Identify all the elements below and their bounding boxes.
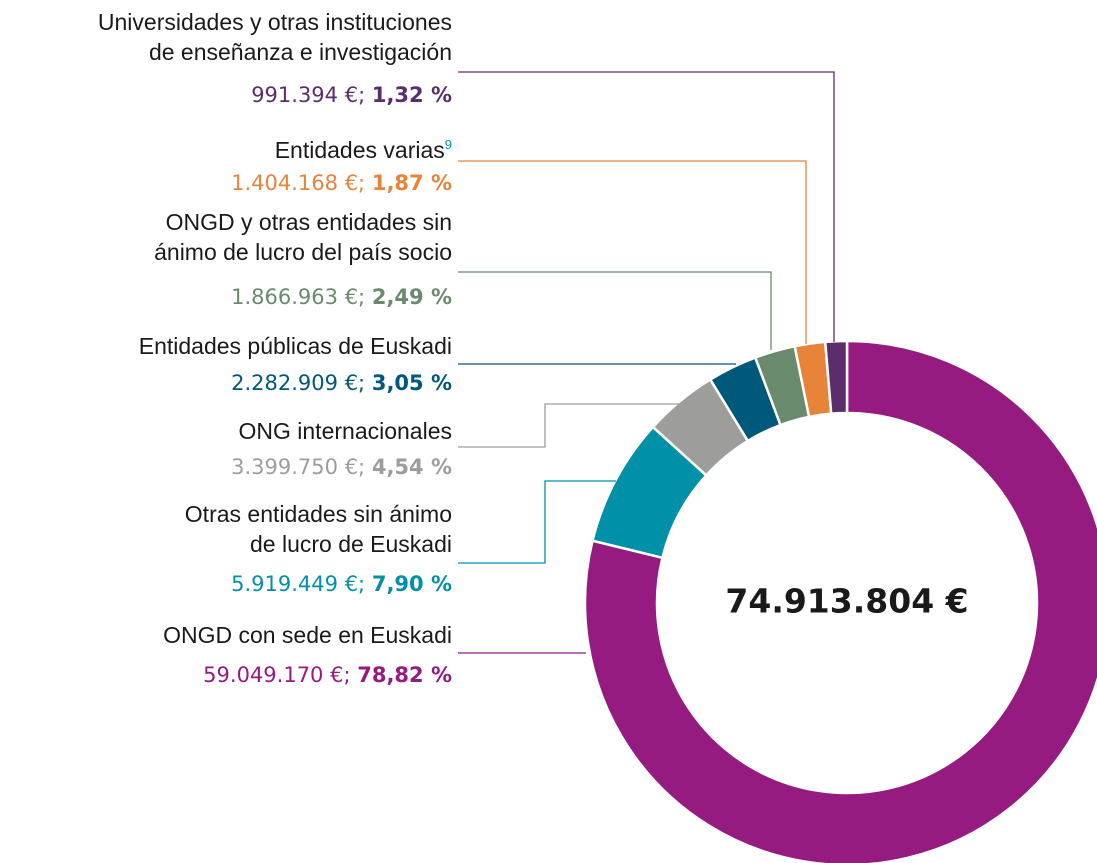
- donut-slice: [583, 339, 1097, 863]
- amount-label: 1.866.963 €; 2,49 %: [0, 282, 452, 312]
- amount-label: 1.404.168 €; 1,87 %: [0, 168, 452, 198]
- category-label: ONG internacionales: [0, 416, 453, 446]
- leader-line: [458, 403, 686, 448]
- amount-value: 1.866.963 €;: [231, 285, 366, 309]
- leader-line: [458, 271, 772, 350]
- category-text: ONGD con sede en Euskadi: [163, 622, 452, 648]
- donut-slice: [823, 339, 849, 416]
- amount-label: 3.399.750 €; 4,54 %: [0, 452, 452, 482]
- leader-line: [458, 71, 835, 342]
- amount-value: 3.399.750 €;: [231, 455, 366, 479]
- category-text: Universidades y otras instituciones de e…: [97, 9, 452, 65]
- percentage-value: 78,82 %: [357, 663, 452, 687]
- category-label: Otras entidades sin ánimo de lucro de Eu…: [0, 499, 452, 559]
- amount-value: 1.404.168 €;: [231, 171, 366, 195]
- percentage-value: 1,32 %: [371, 83, 452, 107]
- footnote-marker: 9: [444, 137, 452, 152]
- percentage-value: 7,90 %: [371, 572, 452, 596]
- percentage-value: 2,49 %: [371, 285, 452, 309]
- amount-value: 991.394 €;: [251, 83, 366, 107]
- leader-line: [458, 480, 616, 564]
- category-label: Entidades públicas de Euskadi: [0, 331, 452, 361]
- category-text: Entidades públicas de Euskadi: [138, 333, 452, 359]
- category-label: ONGD y otras entidades sin ánimo de lucr…: [0, 207, 452, 267]
- category-text: ONGD y otras entidades sin ánimo de lucr…: [154, 209, 452, 265]
- amount-label: 2.282.909 €; 3,05 %: [0, 368, 452, 398]
- amount-value: 59.049.170 €;: [203, 663, 351, 687]
- category-label: Entidades varias9: [0, 130, 452, 165]
- percentage-value: 3,05 %: [371, 371, 452, 395]
- percentage-value: 4,54 %: [371, 455, 452, 479]
- amount-value: 5.919.449 €;: [231, 572, 366, 596]
- category-label: ONGD con sede en Euskadi: [0, 620, 452, 650]
- category-text: ONG internacionales: [238, 418, 453, 444]
- amount-value: 2.282.909 €;: [231, 371, 366, 395]
- category-text: Entidades varias: [274, 137, 445, 163]
- percentage-value: 1,87 %: [371, 171, 452, 195]
- leader-line: [458, 160, 807, 344]
- amount-label: 5.919.449 €; 7,90 %: [0, 569, 452, 599]
- category-label: Universidades y otras instituciones de e…: [0, 7, 452, 67]
- category-text: Otras entidades sin ánimo de lucro de Eu…: [184, 501, 452, 557]
- center-total: 74.913.804 €: [725, 582, 968, 621]
- amount-label: 991.394 €; 1,32 %: [0, 80, 452, 110]
- amount-label: 59.049.170 €; 78,82 %: [0, 660, 452, 690]
